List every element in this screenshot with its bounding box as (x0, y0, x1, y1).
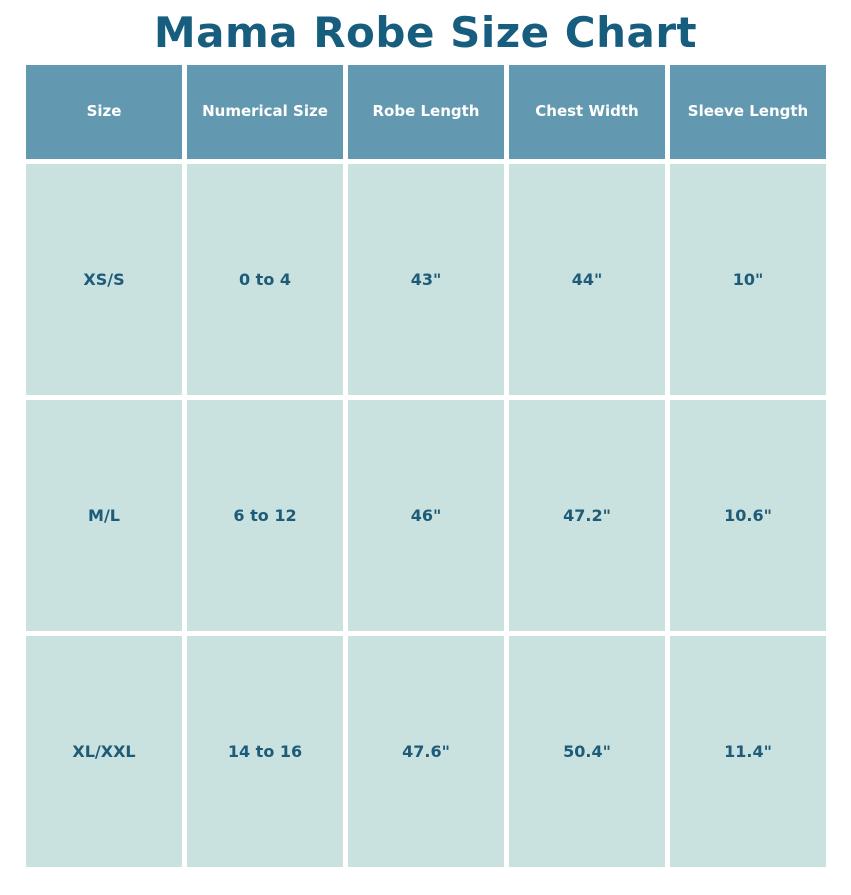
page-title: Mama Robe Size Chart (153, 8, 698, 57)
table-cell: 14 to 16 (187, 636, 343, 867)
size-chart-table: Size Numerical Size Robe Length Chest Wi… (26, 65, 826, 867)
table-cell: 50.4" (509, 636, 665, 867)
header-size: Size (26, 65, 182, 159)
header-robe-length: Robe Length (348, 65, 504, 159)
header-chest-width: Chest Width (509, 65, 665, 159)
table-cell: XL/XXL (26, 636, 182, 867)
table-cell: 10.6" (670, 400, 826, 631)
table-cell: 0 to 4 (187, 164, 343, 395)
table-cell: 10" (670, 164, 826, 395)
table-cell: M/L (26, 400, 182, 631)
header-sleeve-length: Sleeve Length (670, 65, 826, 159)
table-cell: XS/S (26, 164, 182, 395)
table-cell: 43" (348, 164, 504, 395)
table-cell: 46" (348, 400, 504, 631)
table-cell: 44" (509, 164, 665, 395)
header-numerical-size: Numerical Size (187, 65, 343, 159)
table-cell: 47.2" (509, 400, 665, 631)
table-cell: 11.4" (670, 636, 826, 867)
table-cell: 47.6" (348, 636, 504, 867)
table-cell: 6 to 12 (187, 400, 343, 631)
